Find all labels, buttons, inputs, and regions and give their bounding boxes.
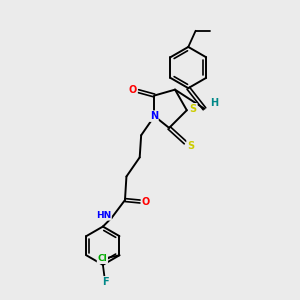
Text: S: S bbox=[190, 104, 197, 114]
Text: F: F bbox=[102, 277, 108, 287]
Text: HN: HN bbox=[96, 211, 111, 220]
Text: S: S bbox=[187, 141, 194, 151]
Text: N: N bbox=[150, 111, 158, 121]
Text: O: O bbox=[129, 85, 137, 94]
Text: H: H bbox=[210, 98, 218, 109]
Text: O: O bbox=[142, 196, 150, 206]
Text: Cl: Cl bbox=[98, 254, 107, 263]
